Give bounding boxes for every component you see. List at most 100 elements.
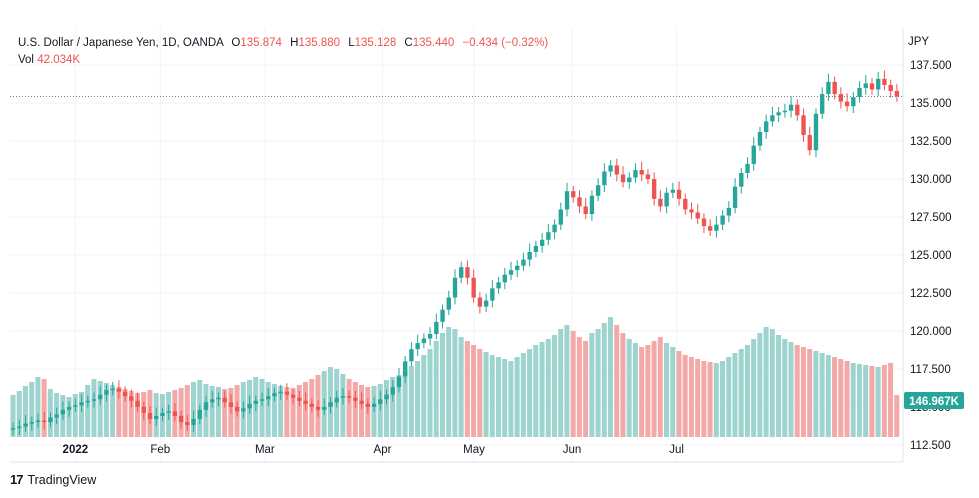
- volume-bar: [738, 349, 744, 437]
- candle: [66, 401, 72, 417]
- volume-bar: [676, 351, 682, 437]
- open-value: 135.874: [240, 37, 282, 49]
- candle: [826, 73, 831, 101]
- candle: [471, 269, 476, 303]
- candle: [558, 202, 563, 230]
- candle: [776, 106, 781, 123]
- volume-bar: [776, 335, 782, 437]
- candle: [378, 390, 383, 411]
- candle: [876, 72, 881, 97]
- volume-bar: [881, 365, 887, 437]
- candle: [415, 334, 420, 356]
- volume-bar: [863, 365, 869, 437]
- volume-bar: [35, 377, 41, 437]
- volume-bar: [128, 391, 134, 437]
- volume-value: 42.034K: [37, 54, 81, 66]
- volume-bar: [97, 381, 103, 437]
- volume-bar: [383, 380, 389, 437]
- candle: [203, 395, 209, 417]
- volume-bar: [720, 361, 726, 437]
- high-value: 135.880: [298, 37, 341, 49]
- open-label: O: [231, 37, 241, 49]
- x-tick-label: 2022: [63, 444, 89, 456]
- volume-bar: [22, 386, 28, 437]
- y-tick-label: 117.500: [910, 364, 951, 376]
- volume-bar: [894, 395, 900, 437]
- candle: [253, 395, 259, 411]
- volume-bar: [825, 355, 831, 437]
- candle: [315, 400, 321, 417]
- y-tick-label: 130.000: [910, 174, 952, 186]
- volume-bar: [396, 375, 402, 437]
- candle: [521, 252, 526, 271]
- high-label: H: [290, 37, 299, 49]
- volume-bar: [340, 374, 346, 437]
- volume-bar: [433, 341, 439, 437]
- candle: [788, 96, 794, 118]
- candle: [241, 401, 246, 419]
- volume-bar: [539, 342, 545, 437]
- x-tick-label: Mar: [255, 444, 275, 456]
- volume-bar: [713, 363, 719, 437]
- change-value: −0.434 (−0.32%): [462, 37, 549, 49]
- candle: [60, 401, 66, 420]
- symbol-title[interactable]: U.S. Dollar / Japanese Yen, 1D, OANDA: [18, 37, 224, 49]
- volume-bar: [446, 327, 452, 437]
- candle: [869, 78, 875, 95]
- candle: [483, 293, 489, 312]
- candle: [91, 392, 97, 408]
- candle: [421, 333, 427, 349]
- candle: [502, 267, 507, 290]
- candle: [216, 392, 221, 407]
- candle: [832, 76, 837, 100]
- volume-bar: [508, 361, 514, 437]
- volume-bar: [265, 382, 271, 437]
- volume-bar: [794, 345, 800, 437]
- volume-bar: [359, 385, 365, 437]
- brand-name: TradingView: [27, 472, 97, 487]
- candle: [602, 163, 607, 192]
- candle: [266, 387, 271, 407]
- tradingview-brand[interactable]: 17 TradingView: [10, 472, 96, 487]
- candle: [222, 390, 227, 408]
- volume-bar: [688, 357, 694, 437]
- candle: [888, 79, 893, 98]
- candle: [35, 413, 41, 428]
- candle: [620, 166, 626, 188]
- candle: [651, 172, 657, 206]
- close-value: 135.440: [412, 37, 455, 49]
- y-tick-label: 112.500: [910, 440, 951, 452]
- candle: [801, 108, 806, 142]
- candle: [882, 70, 887, 91]
- candle: [477, 292, 483, 314]
- candle: [98, 386, 103, 405]
- candle: [17, 419, 22, 435]
- candle: [552, 219, 557, 240]
- volume-bar: [190, 382, 197, 437]
- x-tick-label: Jun: [563, 444, 582, 456]
- volume-label: Vol: [18, 54, 34, 66]
- volume-bar: [259, 379, 265, 437]
- volume-bar: [278, 386, 284, 437]
- volume-bar: [850, 363, 856, 437]
- candle: [863, 75, 868, 95]
- candle: [583, 198, 588, 220]
- legend-volume-row: Vol 42.034K: [18, 52, 548, 69]
- candle: [122, 386, 128, 402]
- x-tick-label: Feb: [150, 444, 170, 456]
- candle: [210, 390, 215, 408]
- candle: [178, 410, 184, 429]
- volume-bar: [807, 349, 813, 437]
- candle: [85, 395, 90, 408]
- volume-bar: [800, 347, 806, 437]
- volume-bar: [751, 339, 757, 437]
- volume-bar: [421, 355, 427, 437]
- volume-bar: [832, 357, 838, 437]
- volume-bar: [757, 333, 763, 437]
- volume-bar: [284, 387, 290, 437]
- candle: [739, 167, 744, 194]
- candle: [726, 201, 732, 223]
- candle: [116, 380, 122, 399]
- volume-bar: [10, 395, 16, 437]
